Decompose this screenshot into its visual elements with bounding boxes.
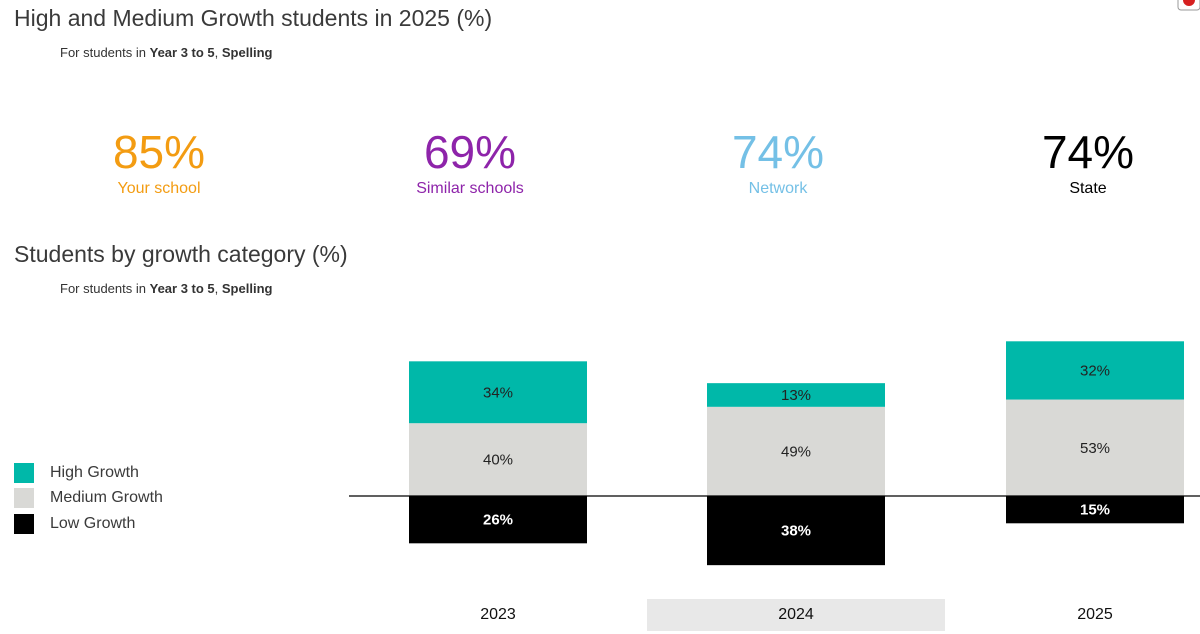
page-subtitle: For students in Year 3 to 5, Spelling bbox=[60, 45, 272, 60]
alert-icon[interactable] bbox=[1172, 0, 1200, 14]
x-tick-label: 2024 bbox=[778, 606, 814, 623]
subtitle-year: Year 3 to 5 bbox=[149, 281, 215, 296]
bar-segment-high-growth bbox=[409, 361, 587, 424]
legend-swatch bbox=[14, 513, 34, 534]
kpi-value: 74% bbox=[1041, 126, 1135, 178]
x-tick-label: 2023 bbox=[480, 606, 516, 623]
bar-segment-medium-growth bbox=[707, 406, 885, 496]
bar-segment-low-growth bbox=[707, 496, 885, 566]
data-label-low-growth: 15% bbox=[1080, 502, 1110, 519]
legend-swatch bbox=[14, 488, 34, 509]
kpi-label: Your school bbox=[117, 180, 201, 197]
bar-segment-low-growth bbox=[409, 496, 587, 544]
bar-segment-medium-growth bbox=[409, 423, 587, 496]
bar-segment-high-growth bbox=[1006, 341, 1184, 400]
legend-swatch bbox=[14, 462, 34, 483]
legend-label: Medium Growth bbox=[50, 489, 163, 507]
x-axis-highlight-band bbox=[647, 599, 945, 631]
kpi-similar-schools: 69% Similar schools bbox=[350, 125, 590, 199]
data-label-high-growth: 32% bbox=[1080, 362, 1110, 379]
kpi-label: Network bbox=[748, 180, 808, 197]
subtitle-domain: Spelling bbox=[221, 45, 273, 60]
subtitle-separator: , bbox=[214, 45, 222, 60]
kpi-your-school: 85% Your school bbox=[39, 125, 279, 199]
section-subtitle: For students in Year 3 to 5, Spelling bbox=[60, 281, 272, 296]
kpi-value: 85% bbox=[112, 126, 206, 178]
x-tick-label: 2025 bbox=[1077, 606, 1113, 623]
data-label-medium-growth: 53% bbox=[1080, 440, 1110, 457]
data-label-medium-growth: 49% bbox=[781, 443, 811, 460]
bar-segment-medium-growth bbox=[1006, 399, 1184, 496]
legend-label: High Growth bbox=[50, 463, 139, 481]
kpi-value: 74% bbox=[731, 126, 825, 178]
legend-label: Low Growth bbox=[50, 514, 136, 532]
subtitle-separator: , bbox=[214, 281, 222, 296]
kpi-label: State bbox=[1069, 180, 1107, 197]
bar-segment-low-growth bbox=[1006, 496, 1184, 524]
kpi-value: 69% bbox=[423, 126, 517, 178]
legend-item-high-growth[interactable]: High Growth bbox=[14, 460, 163, 486]
data-label-low-growth: 38% bbox=[781, 523, 811, 540]
kpi-state: 74% State bbox=[968, 125, 1200, 199]
subtitle-domain: Spelling bbox=[221, 281, 273, 296]
data-label-high-growth: 13% bbox=[781, 387, 811, 404]
subtitle-prefix: For students in bbox=[60, 281, 150, 296]
legend-item-low-growth[interactable]: Low Growth bbox=[14, 511, 163, 537]
data-label-low-growth: 26% bbox=[483, 512, 513, 529]
subtitle-year: Year 3 to 5 bbox=[149, 45, 215, 60]
data-label-medium-growth: 40% bbox=[483, 452, 513, 469]
chart-legend: High Growth Medium Growth Low Growth bbox=[14, 460, 163, 537]
data-label-high-growth: 34% bbox=[483, 384, 513, 401]
kpi-label: Similar schools bbox=[416, 180, 524, 197]
kpi-network: 74% Network bbox=[658, 125, 898, 199]
subtitle-prefix: For students in bbox=[60, 45, 150, 60]
page-title: High and Medium Growth students in 2025 … bbox=[14, 5, 493, 31]
bar-segment-high-growth bbox=[707, 383, 885, 407]
legend-item-medium-growth[interactable]: Medium Growth bbox=[14, 486, 163, 512]
section-title: Students by growth category (%) bbox=[14, 241, 348, 267]
